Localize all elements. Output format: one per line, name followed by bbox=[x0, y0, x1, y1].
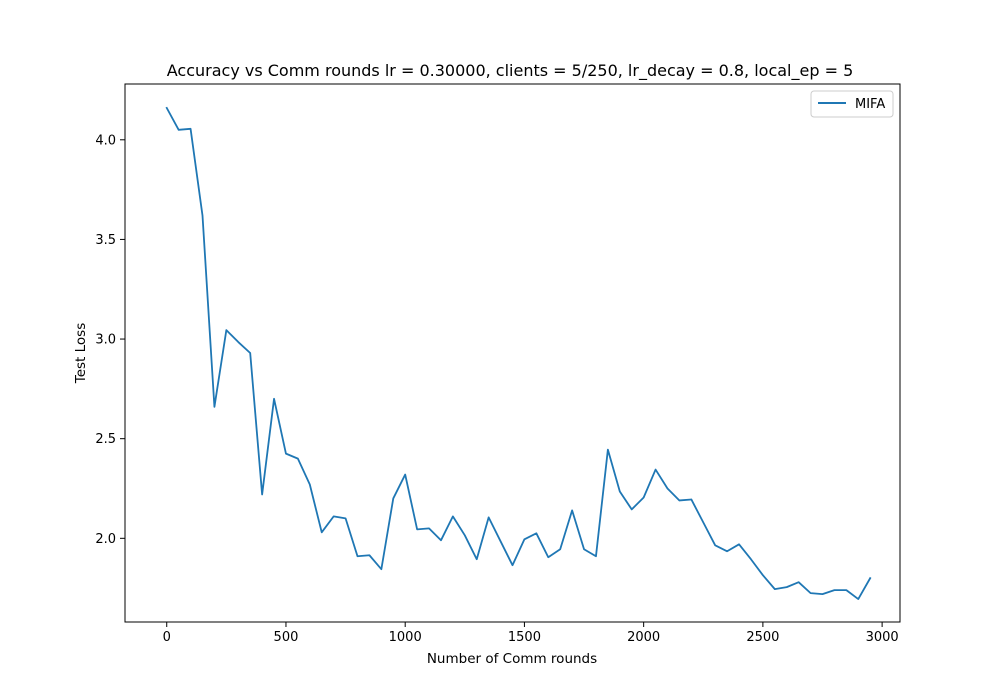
axes-frame bbox=[124, 83, 901, 623]
y-tick-label: 3.0 bbox=[95, 333, 116, 348]
x-tick-label: 2500 bbox=[746, 630, 779, 645]
x-tick-label: 2000 bbox=[627, 630, 660, 645]
legend: MIFA bbox=[810, 90, 894, 118]
x-tick-label: 1500 bbox=[508, 630, 541, 645]
x-axis-ticks: 0 500 1000 1500 2000 2500 3000 bbox=[163, 622, 899, 645]
x-tick-label: 0 bbox=[163, 630, 171, 645]
x-tick-label: 3000 bbox=[866, 630, 899, 645]
x-tick-label: 500 bbox=[274, 630, 299, 645]
x-tick-label: 1000 bbox=[389, 630, 422, 645]
legend-label-mifa: MIFA bbox=[855, 97, 885, 112]
x-axis-label: Number of Comm rounds bbox=[427, 651, 597, 667]
chart-title: Accuracy vs Comm rounds lr = 0.30000, cl… bbox=[167, 61, 854, 81]
y-tick-label: 2.0 bbox=[95, 532, 116, 547]
y-tick-label: 2.5 bbox=[95, 432, 116, 447]
series-layer bbox=[165, 106, 872, 600]
series-line-mifa bbox=[165, 106, 872, 600]
legend-box bbox=[810, 90, 894, 118]
y-tick-label: 4.0 bbox=[95, 133, 116, 148]
y-tick-label: 3.5 bbox=[95, 233, 116, 248]
y-axis-ticks: 2.0 2.5 3.0 3.5 4.0 bbox=[95, 133, 125, 547]
y-axis-label: Test Loss bbox=[73, 323, 89, 385]
